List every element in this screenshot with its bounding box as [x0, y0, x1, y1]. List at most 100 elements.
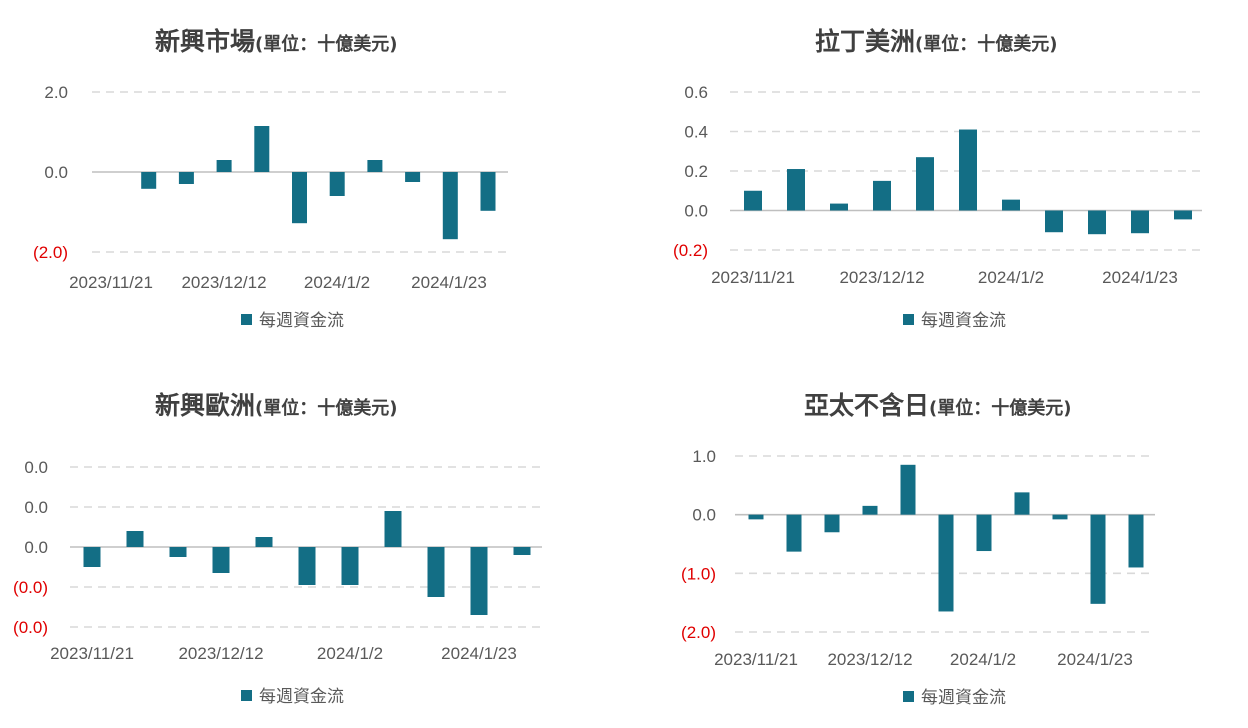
y-tick-label: 0.0: [24, 538, 48, 557]
bar: [873, 180, 891, 211]
legend-label: 每週資金流: [259, 311, 344, 331]
legend-label: 每週資金流: [921, 688, 1006, 708]
chart-title-unit: (單位：十億美元): [915, 33, 1057, 55]
x-tick-label: 2023/11/21: [711, 268, 795, 287]
bar: [513, 547, 531, 555]
bar: [976, 514, 992, 552]
bar: [1045, 210, 1063, 233]
bar: [748, 514, 764, 520]
x-tick-label: 2024/1/2: [317, 644, 383, 663]
chart-title: 新興歐洲(單位：十億美元): [155, 391, 397, 420]
y-tick-label: (1.0): [681, 564, 716, 583]
bar: [1014, 492, 1030, 515]
bar: [178, 172, 194, 184]
bar: [169, 547, 187, 557]
bar: [292, 172, 307, 224]
chart-panel-emerging-markets: 新興市場(單位：十億美元) 2.0 0.0 (2.0) 2023/11/21 2023/1…: [0, 0, 624, 364]
bar: [442, 172, 458, 240]
bar: [938, 514, 954, 612]
y-tick-label: 0.2: [684, 162, 708, 181]
bar: [367, 160, 383, 172]
x-tick-label: 2023/11/21: [50, 644, 134, 663]
bar: [1052, 514, 1068, 520]
chart-asia-pacific-ex-japan: 亞太不含日(單位：十億美元) 1.0 0.0 (1.0) (2.0) 2023/11/21…: [681, 391, 1155, 708]
chart-title: 新興市場(單位：十億美元): [155, 27, 397, 56]
y-tick-label: 0.4: [684, 123, 708, 142]
bar: [126, 531, 144, 547]
x-tick-label: 2024/1/23: [1057, 650, 1133, 669]
y-tick-label: (2.0): [33, 243, 68, 262]
chart-title-main: 拉丁美洲: [815, 27, 915, 56]
bar: [959, 129, 977, 211]
chart-title-main: 新興歐洲: [155, 391, 255, 420]
legend-label: 每週資金流: [921, 311, 1006, 331]
y-tick-label: (0.0): [13, 618, 48, 637]
y-tick-label: 2.0: [44, 83, 68, 102]
y-tick-label: 0.0: [24, 498, 48, 517]
y-tick-label: (0.0): [13, 578, 48, 597]
bar: [384, 511, 402, 547]
bar: [255, 537, 273, 547]
chart-title-unit: (單位：十億美元): [929, 397, 1071, 419]
x-tick-label: 2023/12/12: [839, 268, 924, 287]
bar: [824, 514, 840, 533]
bar: [786, 514, 802, 552]
bar: [862, 505, 878, 515]
y-tick-label: (0.2): [673, 241, 708, 260]
y-tick-label: 1.0: [692, 447, 716, 466]
x-tick-label: 2023/12/12: [178, 644, 263, 663]
chart-title-unit: (單位：十億美元): [255, 397, 397, 419]
bar: [83, 547, 101, 567]
bar: [298, 547, 316, 585]
bar: [212, 547, 230, 573]
legend-swatch: [903, 691, 914, 702]
chart-title: 亞太不含日(單位：十億美元): [804, 391, 1071, 420]
legend-label: 每週資金流: [259, 687, 344, 707]
bar: [254, 126, 270, 172]
chart-latin-america: 拉丁美洲(單位：十億美元) 0.6 0.4 0.2 0.0 (0.2)2023/11/21…: [673, 27, 1202, 331]
chart-title-unit: (單位：十億美元): [255, 33, 397, 55]
bar: [1002, 199, 1020, 211]
x-tick-label: 2024/1/23: [411, 273, 487, 292]
legend-swatch: [241, 314, 252, 325]
x-tick-label: 2024/1/2: [978, 268, 1044, 287]
bar: [470, 547, 488, 615]
legend-swatch: [241, 690, 252, 701]
bar: [744, 190, 762, 211]
bar: [1174, 210, 1192, 220]
bar: [216, 160, 232, 172]
bar: [1088, 210, 1106, 235]
bar: [329, 172, 345, 196]
bar: [900, 464, 916, 515]
y-tick-label: 0.0: [684, 202, 708, 221]
bar: [1128, 514, 1144, 568]
bar: [427, 547, 445, 597]
bar: [1090, 514, 1106, 604]
chart-title: 拉丁美洲(單位：十億美元): [815, 27, 1057, 56]
y-tick-label: 0.0: [24, 458, 48, 477]
bar: [787, 169, 805, 211]
bar: [141, 172, 157, 189]
chart-title-main: 亞太不含日: [804, 391, 929, 420]
x-tick-label: 2023/11/21: [714, 650, 798, 669]
y-tick-label: (2.0): [681, 623, 716, 642]
bar: [405, 172, 421, 182]
y-tick-label: 0.6: [684, 83, 708, 102]
bar: [341, 547, 359, 585]
chart-emerging-markets: 新興市場(單位：十億美元) 2.0 0.0 (2.0)2023/11/21 2023/1…: [33, 27, 508, 331]
bar: [1131, 210, 1149, 234]
x-tick-label: 2023/12/12: [827, 650, 912, 669]
bar: [830, 203, 848, 211]
x-tick-label: 2024/1/23: [441, 644, 517, 663]
x-tick-label: 2024/1/2: [304, 273, 370, 292]
legend-swatch: [903, 314, 914, 325]
x-tick-label: 2023/12/12: [181, 273, 266, 292]
chart-panel-latin-america: 拉丁美洲(單位：十億美元) 0.6 0.4 0.2 0.0 (0.2) 2023/11/21…: [624, 0, 1248, 364]
chart-panel-asia-pacific-ex-japan: 亞太不含日(單位：十億美元) 1.0 0.0 (1.0) (2.0) 2023/11/21…: [624, 364, 1248, 728]
y-tick-label: 0.0: [692, 506, 716, 525]
chart-emerging-europe: 新興歐洲(單位：十億美元)0.00.00.0(0.0)(0.0)2023/11/…: [13, 391, 542, 707]
bar: [916, 157, 934, 211]
x-tick-label: 2023/11/21: [69, 273, 153, 292]
bar: [480, 172, 496, 211]
x-tick-label: 2024/1/23: [1102, 268, 1178, 287]
